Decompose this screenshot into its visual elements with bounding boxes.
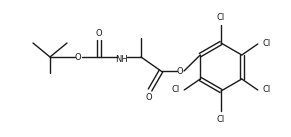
Text: Cl: Cl	[217, 115, 225, 123]
Text: Cl: Cl	[263, 39, 271, 48]
Text: Cl: Cl	[217, 12, 225, 22]
Text: Cl: Cl	[171, 85, 179, 95]
Text: O: O	[146, 92, 152, 102]
Text: O: O	[96, 29, 102, 38]
Text: O: O	[75, 52, 81, 62]
Text: O: O	[177, 66, 183, 75]
Text: NH: NH	[116, 55, 128, 64]
Text: Cl: Cl	[263, 85, 271, 95]
